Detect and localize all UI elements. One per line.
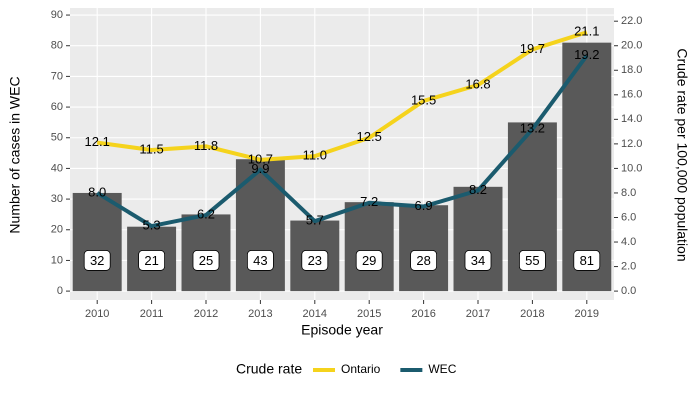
bar: [399, 205, 449, 292]
bar: [453, 186, 503, 292]
count-label-box: [464, 250, 492, 271]
count-label-text: 32: [90, 253, 104, 268]
count-label: 25: [192, 250, 220, 271]
count-label-box: [519, 250, 546, 271]
y-tick-label: 80: [51, 40, 63, 52]
value-label: 11.8: [194, 138, 218, 153]
y-axis-title: Number of cases in WEC: [7, 76, 23, 233]
y2-tick-label: 18.0: [621, 64, 642, 76]
x-tick-label: 2011: [140, 308, 164, 320]
y2-tick-label: 12.0: [621, 138, 642, 150]
count-label-text: 23: [308, 253, 322, 268]
count-label: 21: [138, 250, 166, 271]
x-tick-label: 2018: [520, 308, 544, 320]
y2-tick-label: 20.0: [621, 40, 642, 52]
value-label: 11.5: [139, 141, 163, 156]
x-tick-label: 2016: [411, 308, 435, 320]
value-label: 6.9: [415, 198, 433, 213]
value-label: 16.8: [465, 76, 490, 91]
y-tick-label: 20: [51, 224, 63, 236]
y-tick-label: 10: [51, 254, 63, 266]
y2-tick-label: 0.0: [621, 285, 636, 297]
count-label-text: 21: [144, 253, 158, 268]
y-tick-label: 90: [51, 9, 63, 21]
y-tick-label: 60: [51, 101, 63, 113]
y-tick-label: 30: [51, 193, 63, 205]
y-tick-label: 70: [51, 70, 63, 82]
x-tick-label: 2019: [575, 308, 599, 320]
y-tick-label: 40: [51, 162, 63, 174]
count-label-box: [246, 250, 274, 271]
value-label: 19.7: [520, 41, 545, 56]
x-tick-label: 2013: [248, 308, 272, 320]
y2-tick-label: 6.0: [621, 211, 636, 223]
value-label: 9.9: [251, 161, 269, 176]
line-series: [96, 30, 588, 162]
count-label: 28: [410, 250, 438, 271]
count-label-box: [410, 250, 438, 271]
count-label-text: 28: [416, 253, 430, 268]
count-label-text: 43: [253, 253, 267, 268]
x-tick-label: 2017: [466, 308, 490, 320]
count-label: 55: [519, 250, 546, 271]
legend-label: Ontario: [341, 362, 381, 376]
value-label: 10.7: [248, 151, 273, 166]
x-tick-label: 2014: [303, 308, 327, 320]
count-label: 43: [246, 250, 274, 271]
count-label-text: 25: [199, 253, 213, 268]
count-label: 32: [83, 250, 111, 271]
y2-tick-label: 10.0: [621, 162, 642, 174]
count-label-box: [83, 250, 111, 271]
x-tick-label: 2010: [85, 308, 109, 320]
count-label-box: [192, 250, 220, 271]
value-label: 8.2: [469, 182, 487, 197]
value-label: 11.0: [303, 148, 327, 163]
x-axis-title: Episode year: [301, 322, 383, 338]
legend-label: WEC: [428, 362, 456, 376]
count-label-text: 81: [580, 253, 594, 268]
bar: [344, 202, 394, 292]
value-label: 19.2: [574, 47, 599, 62]
count-label-box: [138, 250, 166, 271]
count-label-text: 34: [471, 253, 485, 268]
bar: [562, 42, 612, 292]
value-label: 13.2: [520, 121, 545, 136]
bar: [235, 159, 285, 292]
value-label: 6.2: [197, 206, 215, 221]
count-label-box: [355, 250, 383, 271]
y2-axis-title: Crude rate per 100,000 population: [674, 48, 690, 261]
value-label: 12.1: [85, 134, 110, 149]
y2-tick-label: 2.0: [621, 260, 636, 272]
y-tick-label: 50: [51, 132, 63, 144]
value-label: 5.7: [306, 213, 324, 228]
count-label: 23: [301, 250, 329, 271]
x-tick-label: 2015: [357, 308, 381, 320]
count-label: 29: [355, 250, 383, 271]
value-label: 5.3: [143, 218, 161, 233]
count-label: 34: [464, 250, 492, 271]
bar: [72, 192, 122, 292]
value-label: 15.5: [411, 92, 436, 107]
legend-title: Crude rate: [236, 361, 302, 377]
value-label: 8.0: [88, 184, 106, 199]
y2-tick-label: 22.0: [621, 15, 642, 27]
line-series: [96, 54, 589, 229]
y2-tick-label: 4.0: [621, 236, 636, 248]
y-tick-label: 0: [57, 285, 63, 297]
y2-tick-label: 8.0: [621, 187, 636, 199]
count-label-box: [301, 250, 329, 271]
count-label: 81: [573, 250, 601, 271]
value-label: 21.1: [574, 24, 599, 39]
value-label: 12.5: [357, 129, 382, 144]
value-label: 7.2: [360, 194, 378, 209]
y2-tick-label: 16.0: [621, 89, 642, 101]
y2-tick-label: 14.0: [621, 113, 642, 125]
count-label-box: [573, 250, 601, 271]
count-label-text: 55: [525, 253, 539, 268]
x-tick-label: 2012: [194, 308, 218, 320]
count-label-text: 29: [362, 253, 376, 268]
